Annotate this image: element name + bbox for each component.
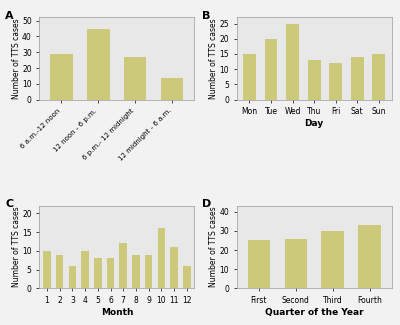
Y-axis label: Number of TTS cases: Number of TTS cases [209, 207, 218, 287]
Bar [68, 266, 76, 288]
Bar [87, 29, 110, 100]
Y-axis label: Number of TTS cases: Number of TTS cases [12, 207, 21, 287]
Y-axis label: Number of TTS cases: Number of TTS cases [12, 18, 20, 99]
Bar [132, 254, 140, 288]
Bar [43, 251, 51, 288]
X-axis label: Day: Day [304, 119, 324, 128]
Text: B: B [202, 11, 211, 21]
Bar [183, 266, 191, 288]
Y-axis label: Number of TTS cases: Number of TTS cases [209, 18, 218, 99]
Bar [124, 57, 146, 100]
Bar [351, 57, 364, 100]
Bar [56, 254, 64, 288]
Bar [81, 251, 89, 288]
Bar [145, 254, 152, 288]
Bar [120, 243, 127, 288]
Bar [264, 39, 278, 100]
Text: D: D [202, 200, 212, 209]
Bar [107, 258, 114, 288]
Bar [372, 54, 385, 100]
X-axis label: Month: Month [101, 308, 133, 317]
Bar [161, 78, 183, 100]
Bar [286, 23, 299, 100]
Bar [329, 63, 342, 100]
Bar [50, 54, 72, 100]
Bar [322, 231, 344, 288]
Text: A: A [5, 11, 14, 21]
Bar [284, 239, 307, 288]
Bar [243, 54, 256, 100]
X-axis label: Quarter of the Year: Quarter of the Year [265, 308, 364, 317]
Bar [170, 247, 178, 288]
Bar [308, 60, 320, 100]
Bar [158, 228, 165, 288]
Bar [248, 240, 270, 288]
Bar [94, 258, 102, 288]
Bar [358, 225, 380, 288]
Text: C: C [5, 200, 13, 209]
